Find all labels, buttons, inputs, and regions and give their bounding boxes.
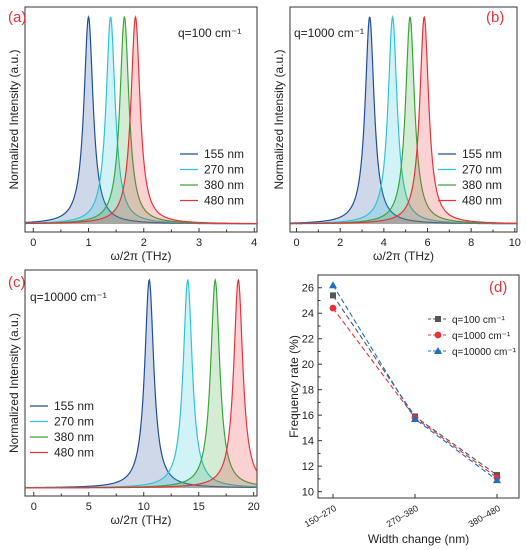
- x-tick-label: 2: [337, 237, 343, 249]
- x-tick-label: 1: [85, 237, 91, 249]
- x-tick-label: 2: [141, 237, 147, 249]
- legend-label-2: 380 nm: [54, 430, 94, 444]
- x-tick-label: 10: [138, 501, 150, 513]
- panel-b: 0 2 4 6 8 10 ω/2π (THz) Normalized Intensity (a…: [272, 6, 521, 263]
- y-tick-label: 12: [302, 461, 314, 473]
- legend-marker-0: [435, 316, 441, 322]
- legend-label-0: 155 nm: [54, 399, 94, 413]
- panel-label: (b): [486, 9, 504, 26]
- x-tick-label: 4: [381, 237, 387, 249]
- spectrum-fill-0: [25, 17, 257, 225]
- q-annotation: q=10000 cm⁻¹: [30, 290, 107, 304]
- x-tick-label: 8: [468, 237, 474, 249]
- x-tick-label: 10: [509, 237, 521, 249]
- y-tick-label: 20: [302, 359, 314, 371]
- panel-label: (c): [8, 274, 26, 291]
- x-axis-label: ω/2π (THz): [111, 513, 172, 527]
- panel-label: (a): [8, 9, 26, 26]
- spectrum-line-3: [25, 15, 257, 225]
- legend-label-1: 270 nm: [54, 415, 94, 429]
- rate-point-1-0: [329, 304, 337, 312]
- x-tick-label: 0: [31, 501, 37, 513]
- panel-label: (d): [489, 279, 507, 296]
- x-tick-label: 15: [193, 501, 205, 513]
- plot-frame: [317, 274, 520, 499]
- y-axis-label: Normalized Intensity (a.u.): [7, 49, 21, 189]
- y-axis-label: Frequency rate (%): [287, 335, 301, 438]
- plot-frame: [24, 269, 258, 497]
- y-tick-label: 10: [302, 487, 314, 499]
- x-tick-label: 6: [424, 237, 430, 249]
- legend-label-0: 155 nm: [204, 147, 244, 161]
- legend-label-1: 270 nm: [204, 163, 244, 177]
- legend-marker-2: [434, 347, 442, 354]
- legend-label-2: q=10000 cm⁻¹: [452, 347, 517, 358]
- y-tick-label: 24: [302, 308, 314, 320]
- y-axis-label: Normalized Intensity (a.u.): [272, 49, 286, 189]
- legend-label-3: 480 nm: [462, 194, 502, 208]
- legend-label-0: q=100 cm⁻¹: [452, 315, 505, 326]
- rate-point-2-2: [493, 476, 501, 484]
- x-tick-label: 150–270: [303, 503, 338, 529]
- y-tick-label: 14: [302, 436, 314, 448]
- spectrum-line-3: [25, 278, 258, 489]
- panel-a: 0 1 2 3 4 ω/2π (THz) Normalized Intensity (a.u…: [7, 6, 258, 263]
- x-tick-label: 5: [86, 501, 92, 513]
- panel-c: 0 5 10 15 20 ω/2π (THz) Normalized Intensity (…: [7, 269, 260, 527]
- spectrum-line-3: [290, 15, 518, 225]
- x-tick-label: 20: [248, 501, 260, 513]
- y-tick-label: 26: [302, 283, 314, 295]
- x-tick-label: 0: [293, 237, 299, 249]
- panel-d: 10 12 14 16 18 20 22 24 26 150–270 270–380 380–480 W…: [287, 274, 520, 546]
- legend-label-1: q=1000 cm⁻¹: [452, 331, 511, 342]
- y-tick-label: 18: [302, 385, 314, 397]
- plot-frame: [24, 6, 258, 233]
- q-annotation: q=100 cm⁻¹: [178, 26, 241, 40]
- q-annotation: q=1000 cm⁻¹: [294, 26, 364, 40]
- rate-point-2-0: [329, 281, 337, 289]
- y-tick-label: 16: [302, 410, 314, 422]
- x-axis-label: ω/2π (THz): [111, 249, 172, 263]
- x-axis-label: ω/2π (THz): [373, 249, 434, 263]
- x-axis-label: Width change (nm): [368, 532, 469, 546]
- spectrum-fill-2: [290, 17, 517, 225]
- rate-point-2-1: [411, 414, 419, 422]
- x-tick-label: 3: [196, 237, 202, 249]
- spectrum-fill-2: [25, 280, 257, 488]
- rate-point-0-0: [330, 292, 336, 299]
- legend-marker-1: [434, 331, 442, 339]
- x-tick-label: 380–480: [467, 503, 502, 529]
- spectrum-fill-3: [25, 280, 257, 488]
- legend-label-2: 380 nm: [462, 178, 502, 192]
- legend-label-1: 270 nm: [462, 163, 502, 177]
- legend-label-2: 380 nm: [204, 178, 244, 192]
- spectrum-fill-0: [25, 280, 257, 488]
- x-tick-label: 0: [30, 237, 36, 249]
- legend-label-3: 480 nm: [54, 446, 94, 460]
- y-axis-label: Normalized Intensity (a.u.): [7, 313, 21, 453]
- x-tick-label: 270–380: [385, 503, 420, 529]
- y-tick-label: 22: [302, 334, 314, 346]
- plot-frame: [289, 6, 518, 233]
- legend-label-3: 480 nm: [204, 194, 244, 208]
- legend-label-0: 155 nm: [462, 147, 502, 161]
- x-tick-label: 4: [251, 237, 257, 249]
